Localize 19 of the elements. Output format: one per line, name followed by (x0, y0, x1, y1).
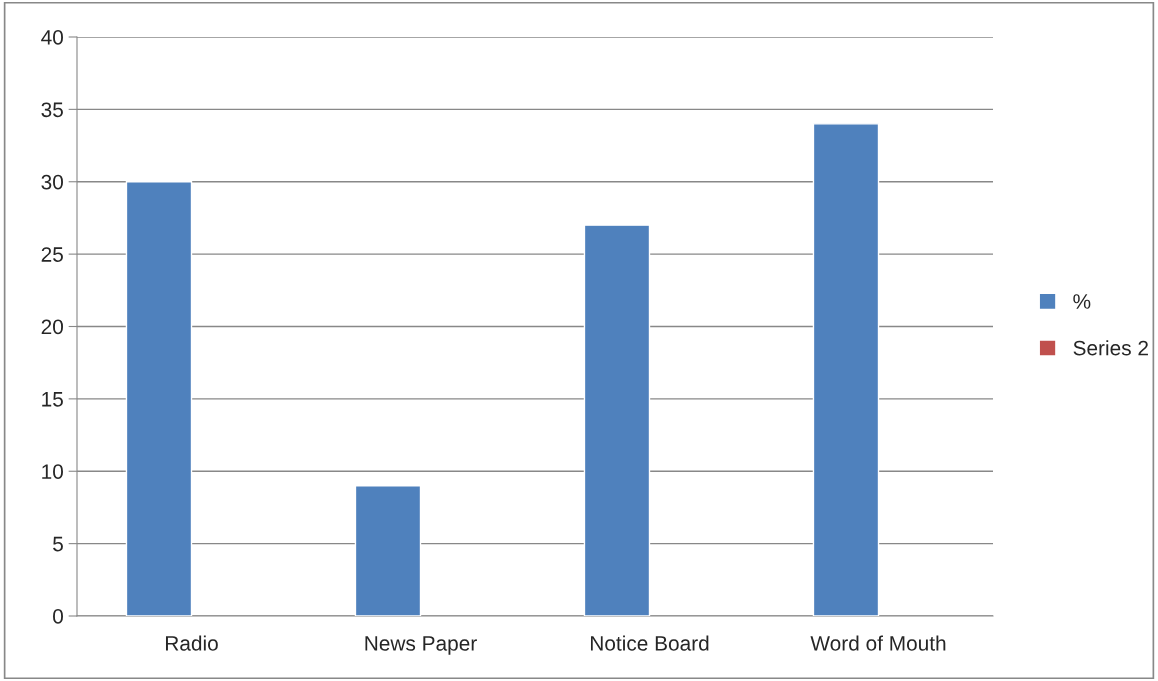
x-tick-label: Radio (165, 635, 218, 651)
bar (125, 181, 193, 616)
x-tick-label: News Paper (365, 636, 477, 655)
bar (583, 224, 651, 616)
y-tick-label: 20 (41, 319, 63, 335)
y-tick-label: 30 (41, 174, 63, 190)
x-tick-label: Word of Mouth (810, 635, 946, 651)
y-tick-label: 15 (42, 392, 63, 407)
bar (354, 485, 422, 616)
y-tick-label: 25 (41, 247, 63, 262)
legend-label: % (1073, 294, 1091, 309)
y-tick-label: 0 (53, 609, 63, 624)
y-tick-label: 40 (41, 30, 63, 45)
bar (812, 123, 880, 616)
legend-label: Series 2 (1073, 340, 1148, 356)
y-tick-label: 10 (42, 464, 63, 479)
y-tick-label: 5 (53, 536, 63, 552)
y-tick-label: 35 (41, 102, 63, 118)
x-tick-label: Notice Board (591, 635, 709, 651)
